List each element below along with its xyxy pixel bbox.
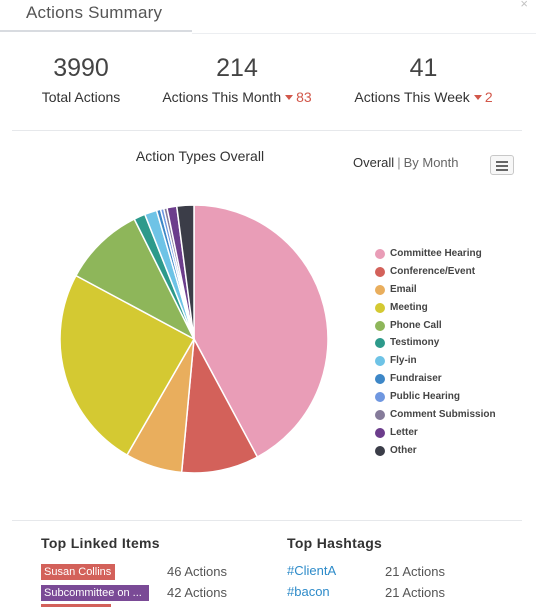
pie-slice-conference-event[interactable]	[180, 338, 259, 474]
legend-item[interactable]: Fundraiser	[375, 372, 496, 390]
tab-actions-summary[interactable]: Actions Summary	[0, 0, 192, 32]
legend-item[interactable]: Public Hearing	[375, 390, 496, 408]
panel-header: Actions Summary ×	[0, 0, 536, 34]
legend-label: Letter	[390, 426, 418, 438]
divider	[12, 130, 522, 131]
trend-down-icon	[285, 94, 294, 100]
legend-label: Committee Hearing	[390, 248, 482, 259]
legend-label: Public Hearing	[390, 391, 461, 403]
stat-label: Total Actions	[41, 89, 121, 105]
stat-label: Actions This Week	[354, 89, 470, 105]
legend-label: Meeting	[390, 301, 428, 313]
legend-label: Phone Call	[390, 319, 442, 331]
stat-total-actions: 3990 Total Actions	[35, 50, 127, 108]
legend-item[interactable]: Other	[375, 444, 496, 462]
linked-item-count: 46 Actions	[167, 564, 227, 579]
stat-label-row: Actions This Month 83	[152, 86, 322, 108]
legend-label: Other	[390, 444, 417, 456]
pie-slice-other[interactable]	[175, 204, 195, 340]
legend-item[interactable]: Phone Call	[375, 319, 496, 337]
hamburger-menu-icon[interactable]	[490, 155, 514, 175]
chart-legend: Committee Hearing Conference/Event Email Me…	[375, 247, 496, 462]
chart-title: Action Types Overall	[135, 148, 265, 164]
legend-label: Conference/Event	[390, 265, 476, 277]
pie-slice-committee-hearing[interactable]	[193, 204, 329, 458]
divider	[12, 520, 522, 521]
pie-slice-phone-call[interactable]	[75, 218, 195, 340]
stat-label: Actions This Month	[162, 89, 282, 105]
hashtag-count: 21 Actions	[385, 585, 445, 600]
linked-item-tag[interactable]: Susan Collins	[41, 564, 115, 580]
legend-label: Fly-in	[390, 355, 417, 367]
panel-title: Actions Summary	[26, 3, 163, 22]
linked-items-title: Top Linked Items	[41, 535, 160, 551]
pie-slice-meeting[interactable]	[59, 274, 195, 456]
hashtag-link[interactable]: #ClientA	[287, 563, 337, 578]
header-divider	[192, 33, 536, 34]
trend-down-icon	[473, 94, 482, 100]
legend-swatch	[375, 302, 385, 313]
legend-label: Testimony	[390, 337, 440, 349]
stat-delta: 83	[296, 89, 312, 105]
legend-swatch	[375, 320, 385, 331]
hashtag-count: 21 Actions	[385, 564, 445, 579]
legend-swatch	[375, 445, 385, 456]
legend-swatch	[375, 374, 385, 385]
chart-view-toggle: Overall | By Month	[353, 155, 459, 170]
stats-row: 3990 Total Actions 214 Actions This Mont…	[0, 50, 536, 120]
stat-actions-this-month: 214 Actions This Month 83	[152, 50, 322, 108]
legend-item[interactable]: Committee Hearing	[375, 247, 496, 265]
linked-item-count: 42 Actions	[167, 585, 227, 600]
legend-swatch	[375, 356, 385, 367]
linked-item-tag[interactable]: Subcommittee on ...	[41, 585, 149, 601]
legend-swatch	[375, 338, 385, 349]
legend-item[interactable]: Meeting	[375, 301, 496, 319]
stat-value: 3990	[53, 54, 109, 82]
close-icon[interactable]: ×	[520, 0, 528, 11]
legend-swatch	[375, 392, 385, 403]
linked-item-tag-partial	[41, 604, 111, 607]
toggle-by-month[interactable]: By Month	[403, 155, 459, 170]
stat-value: 214	[216, 54, 258, 82]
legend-swatch	[375, 249, 385, 259]
legend-swatch	[375, 266, 385, 277]
legend-swatch	[375, 410, 385, 421]
hashtags-title: Top Hashtags	[287, 535, 383, 551]
legend-item[interactable]: Testimony	[375, 336, 496, 354]
legend-swatch	[375, 427, 385, 438]
legend-item[interactable]: Email	[375, 283, 496, 301]
stat-actions-this-week: 41 Actions This Week 2	[346, 50, 501, 108]
stat-value: 41	[409, 54, 438, 82]
toggle-overall[interactable]: Overall	[353, 155, 395, 170]
legend-item[interactable]: Fly-in	[375, 354, 496, 372]
legend-label: Fundraiser	[390, 373, 442, 385]
toggle-separator: |	[397, 155, 401, 170]
stat-delta: 2	[484, 89, 493, 105]
legend-item[interactable]: Comment Submission	[375, 408, 496, 426]
legend-label: Comment Submission	[390, 409, 496, 421]
legend-label: Email	[390, 283, 417, 295]
stat-label-row: Actions This Week 2	[346, 86, 501, 108]
hashtag-link[interactable]: #bacon	[287, 584, 330, 599]
legend-item[interactable]: Letter	[375, 426, 496, 444]
legend-swatch	[375, 284, 385, 295]
legend-item[interactable]: Conference/Event	[375, 265, 496, 283]
